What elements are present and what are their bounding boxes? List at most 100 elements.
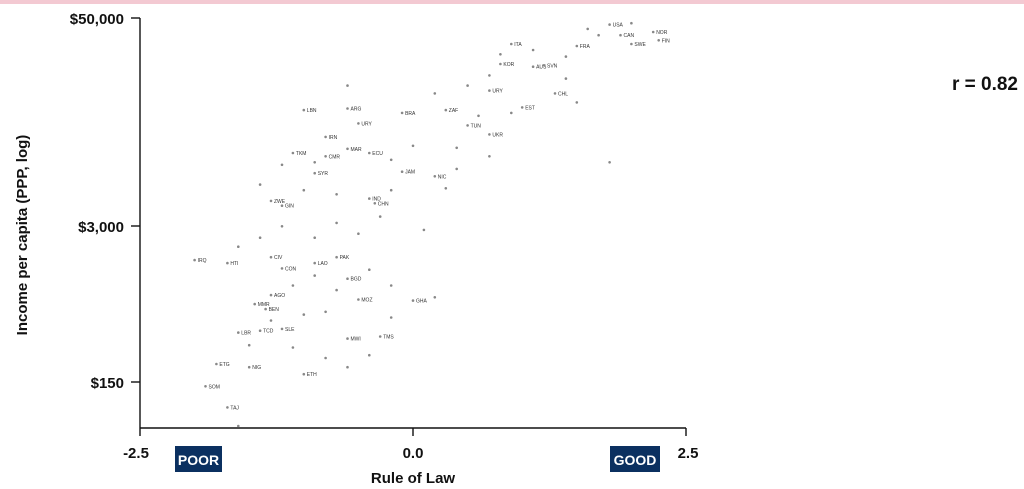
good-badge: GOOD bbox=[610, 446, 660, 472]
data-point bbox=[280, 327, 284, 331]
point-label: TKM bbox=[296, 151, 307, 157]
data-point bbox=[368, 151, 371, 155]
point-label: ETG bbox=[219, 362, 229, 368]
point-label: LAO bbox=[318, 261, 328, 267]
data-point bbox=[411, 144, 415, 148]
data-point bbox=[368, 353, 371, 357]
data-point bbox=[466, 84, 469, 87]
data-point bbox=[357, 122, 360, 125]
point-label: SWE bbox=[634, 42, 646, 48]
point-label: ZWE bbox=[274, 199, 286, 205]
y-tick-label: $150 bbox=[91, 375, 124, 392]
data-point bbox=[313, 261, 317, 265]
data-point bbox=[280, 204, 284, 207]
data-point bbox=[411, 299, 415, 302]
data-point bbox=[619, 33, 622, 37]
data-point bbox=[258, 236, 262, 239]
data-point bbox=[280, 163, 284, 167]
data-point bbox=[269, 293, 273, 297]
poor-badge: POOR bbox=[175, 446, 222, 472]
x-axis-title: Rule of Law bbox=[371, 470, 456, 487]
data-point bbox=[433, 296, 437, 299]
data-point bbox=[253, 302, 256, 306]
y-tick-label: $3,000 bbox=[78, 219, 124, 236]
data-point bbox=[373, 202, 377, 205]
data-point bbox=[444, 187, 448, 190]
data-point bbox=[488, 89, 491, 92]
data-point bbox=[477, 114, 480, 118]
point-label: BRA bbox=[405, 111, 416, 117]
data-point bbox=[389, 284, 393, 287]
data-point bbox=[324, 356, 327, 360]
point-label: LBN bbox=[307, 108, 317, 114]
data-point bbox=[488, 74, 491, 77]
x-tick-label: -2.5 bbox=[123, 445, 149, 462]
data-point bbox=[630, 42, 633, 46]
data-point bbox=[608, 23, 611, 26]
data-point bbox=[433, 175, 437, 178]
data-point bbox=[324, 135, 327, 139]
point-label: ITA bbox=[514, 42, 522, 48]
data-point bbox=[564, 55, 568, 58]
data-point bbox=[258, 329, 262, 333]
data-point bbox=[269, 319, 273, 322]
data-point bbox=[389, 316, 393, 319]
point-label: IRN bbox=[329, 135, 338, 141]
data-point bbox=[488, 155, 491, 158]
data-point bbox=[564, 77, 568, 80]
point-label: MMR bbox=[258, 302, 270, 308]
data-point bbox=[335, 193, 338, 196]
point-label: ETH bbox=[307, 372, 317, 378]
point-label: CON bbox=[285, 266, 297, 272]
data-point bbox=[422, 228, 426, 232]
data-point bbox=[389, 188, 393, 192]
data-point bbox=[226, 406, 229, 409]
point-label: TCD bbox=[263, 329, 274, 335]
good-badge-label: GOOD bbox=[614, 452, 657, 468]
data-point bbox=[247, 365, 251, 369]
data-point bbox=[444, 108, 448, 112]
data-point bbox=[291, 151, 295, 155]
y-axis-title: Income per capita (PPP, log) bbox=[14, 135, 31, 336]
data-point bbox=[531, 48, 535, 52]
data-point bbox=[553, 92, 557, 95]
data-point bbox=[630, 21, 633, 25]
data-point bbox=[346, 107, 349, 110]
data-point bbox=[269, 199, 273, 203]
data-point bbox=[433, 92, 437, 95]
point-label: SLE bbox=[285, 327, 295, 333]
point-label: IND bbox=[372, 197, 381, 203]
point-label: USA bbox=[613, 23, 624, 29]
top-divider bbox=[0, 0, 1024, 4]
data-point bbox=[324, 155, 327, 158]
data-point bbox=[357, 298, 360, 301]
data-point bbox=[575, 44, 579, 48]
good-badge-background bbox=[610, 446, 660, 472]
data-point bbox=[389, 158, 393, 162]
point-label: URY bbox=[492, 89, 503, 95]
point-label: MAR bbox=[351, 147, 363, 153]
poor-badge-background bbox=[175, 446, 222, 472]
point-label: TMS bbox=[383, 335, 394, 341]
data-point bbox=[400, 170, 404, 173]
data-point bbox=[346, 365, 349, 369]
data-point bbox=[466, 124, 469, 127]
data-point bbox=[608, 161, 611, 164]
data-point bbox=[597, 33, 600, 37]
point-label: GHA bbox=[416, 299, 428, 305]
data-point bbox=[335, 288, 338, 292]
data-point bbox=[269, 255, 273, 259]
data-point bbox=[368, 268, 371, 272]
data-point bbox=[455, 146, 459, 150]
data-point bbox=[510, 111, 513, 115]
data-point bbox=[488, 133, 491, 136]
data-point bbox=[237, 424, 240, 428]
data-point bbox=[378, 215, 382, 218]
data-point bbox=[335, 221, 338, 225]
data-point bbox=[313, 236, 317, 239]
data-point bbox=[499, 53, 502, 56]
data-point bbox=[400, 111, 404, 115]
x-tick-label: 0.0 bbox=[403, 445, 424, 462]
data-point bbox=[542, 64, 546, 67]
